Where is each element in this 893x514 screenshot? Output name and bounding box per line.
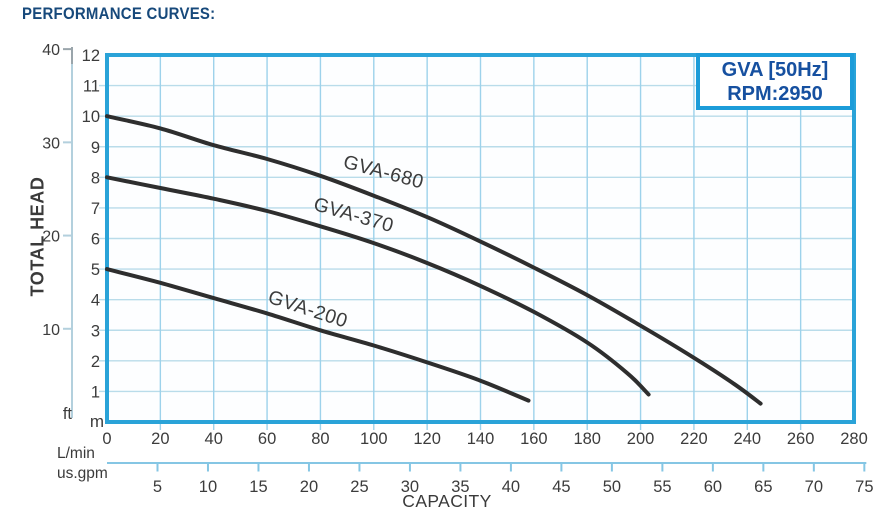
x-tick-label: 180 [573, 430, 601, 448]
x-tick-label: 80 [311, 430, 329, 448]
gpm-tick-label: 70 [805, 478, 823, 496]
x-tick-label: 280 [840, 430, 868, 448]
y-tick-label: 2 [91, 353, 100, 371]
curve-gva-200 [105, 267, 531, 403]
y-tick-label: 4 [91, 292, 100, 310]
gpm-tick-label: 55 [653, 478, 671, 496]
x-tick-label: 260 [787, 430, 815, 448]
y-axis-title: TOTAL HEAD [27, 176, 48, 297]
m-unit-label: m [90, 412, 104, 431]
y-tick-label: 3 [91, 322, 100, 340]
y-tick-label: 9 [91, 139, 100, 157]
curve-gva-680 [105, 114, 763, 406]
gpm-tick-label: 30 [401, 478, 419, 496]
curve-gva-370 [105, 175, 651, 397]
gpm-tick-label: 35 [451, 478, 469, 496]
gpm-tick-label: 40 [502, 478, 520, 496]
y-tick-label: 6 [91, 231, 100, 249]
ft-tick-label: 20 [42, 229, 60, 246]
y-tick-label: 10 [82, 108, 100, 126]
page-title: PERFORMANCE CURVES: [22, 4, 216, 23]
gpm-tick-label: 5 [153, 478, 162, 496]
ft-tick-label: 10 [42, 322, 60, 339]
x-tick-label: 240 [734, 430, 762, 448]
legend-line-2: RPM:2950 [727, 82, 823, 105]
x-tick-label: 220 [680, 430, 708, 448]
x-tick-label: 0 [102, 430, 111, 448]
gpm-tick-label: 15 [249, 478, 267, 496]
gpm-tick-label: 10 [199, 478, 217, 496]
x-tick-label: 60 [258, 430, 276, 448]
y-tick-label: 1 [91, 383, 100, 401]
ft-unit-label: ft [63, 405, 73, 423]
y-tick-label: 12 [82, 47, 100, 65]
x-tick-label: 120 [413, 430, 441, 448]
x-axis-unit-primary: L/min [57, 445, 95, 462]
x-tick-label: 40 [205, 430, 223, 448]
gpm-tick-label: 65 [754, 478, 772, 496]
gpm-tick-label: 75 [855, 478, 873, 496]
x-tick-label: 200 [627, 430, 655, 448]
y-tick-label: 7 [91, 200, 100, 218]
x-tick-label: 160 [520, 430, 548, 448]
gpm-tick-label: 45 [552, 478, 570, 496]
x-tick-label: 100 [360, 430, 388, 448]
x-axis-unit-secondary: us.gpm [57, 465, 108, 482]
y-tick-label: 8 [91, 169, 100, 187]
gpm-tick-label: 25 [350, 478, 368, 496]
gpm-tick-label: 60 [704, 478, 722, 496]
ft-tick-label: 40 [42, 42, 60, 59]
ft-tick-label: 30 [42, 135, 60, 152]
plot-border [105, 53, 856, 424]
x-axis-title: CAPACITY [402, 491, 492, 511]
x-tick-label: 20 [151, 430, 169, 448]
y-tick-label: 5 [91, 261, 100, 279]
legend-line-1: GVA [50Hz] [721, 58, 829, 81]
y-tick-label: 11 [83, 78, 100, 96]
legend-box: GVA [50Hz] RPM:2950 [696, 53, 854, 110]
gpm-tick-label: 50 [603, 478, 621, 496]
x-tick-label: 140 [467, 430, 495, 448]
gpm-tick-label: 20 [300, 478, 318, 496]
